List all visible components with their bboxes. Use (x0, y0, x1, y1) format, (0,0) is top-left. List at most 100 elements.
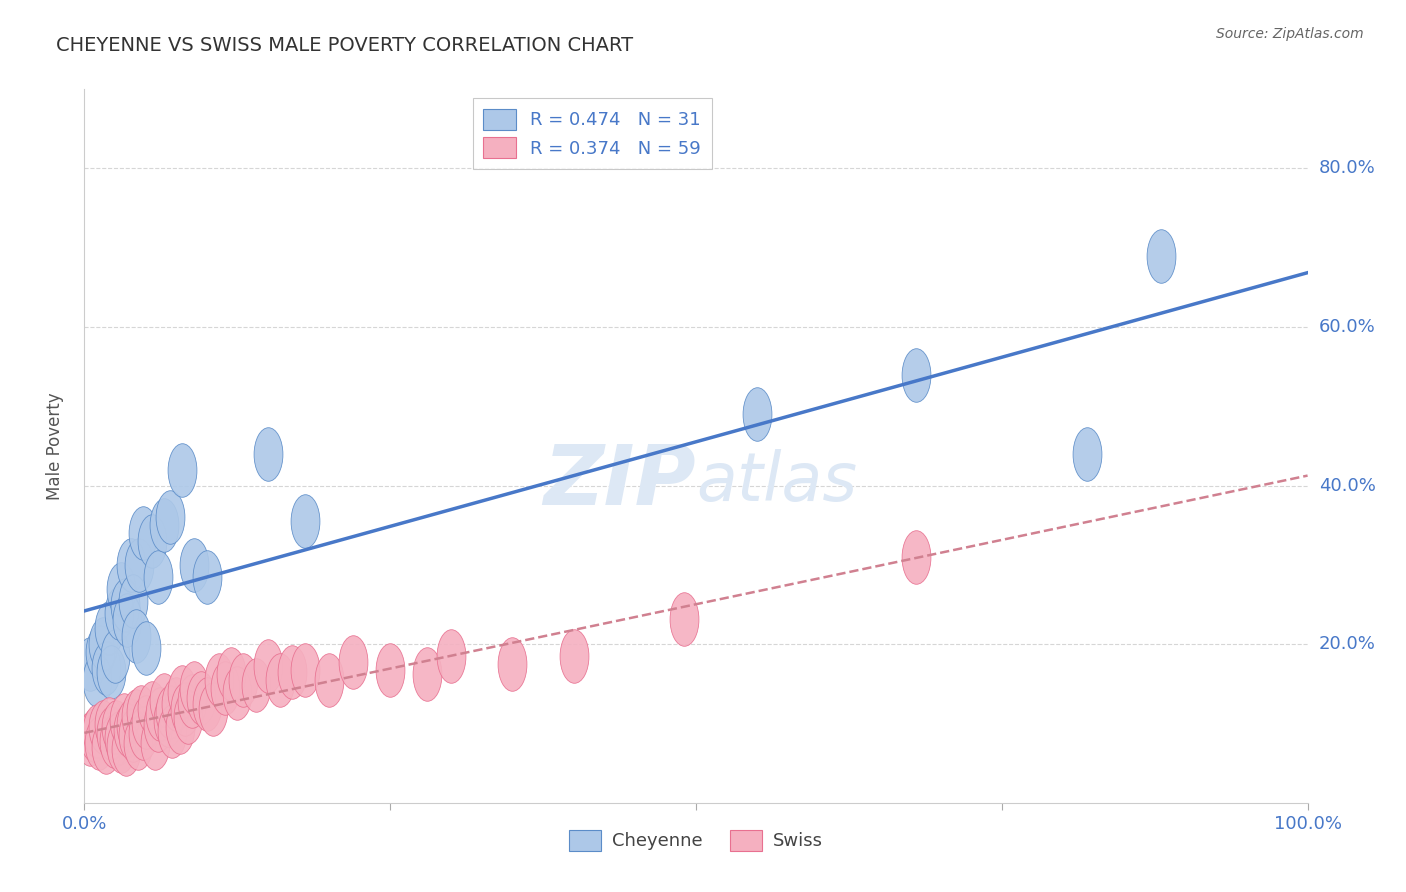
Point (100, 726, 122, 740)
Point (183, 558, 205, 572)
Point (905, 549, 928, 564)
Point (195, 697, 218, 711)
Point (104, 649, 127, 664)
Point (672, 612, 695, 626)
Point (83, 728, 105, 742)
Point (201, 702, 224, 716)
Point (135, 714, 157, 729)
Point (294, 663, 316, 677)
Point (141, 700, 163, 714)
Point (107, 731, 129, 745)
Point (173, 702, 195, 716)
Point (162, 724, 184, 739)
Text: 40.0%: 40.0% (1319, 476, 1375, 495)
Point (115, 614, 138, 628)
Point (114, 598, 136, 612)
Point (132, 526, 155, 541)
Point (245, 678, 267, 692)
Point (232, 673, 254, 687)
Point (79, 657, 101, 671)
Point (269, 673, 291, 687)
Point (342, 655, 364, 669)
Point (149, 706, 172, 721)
Text: 80.0%: 80.0% (1319, 160, 1375, 178)
Point (502, 657, 524, 671)
Point (125, 708, 148, 723)
Point (125, 629, 148, 643)
Point (257, 659, 280, 673)
Point (87, 736, 110, 750)
Point (105, 721, 128, 735)
Point (103, 734, 125, 748)
Point (190, 691, 212, 706)
Point (146, 718, 169, 732)
Point (562, 649, 585, 664)
Point (100, 665, 122, 679)
Point (129, 705, 152, 719)
Point (440, 649, 463, 664)
Point (128, 558, 150, 572)
Point (195, 570, 218, 584)
Point (89, 645, 111, 659)
Point (156, 713, 179, 727)
Point (97, 621, 120, 635)
Point (117, 723, 139, 737)
Point (165, 697, 187, 711)
Point (214, 681, 236, 695)
Point (96, 740, 118, 755)
Point (1150, 249, 1173, 263)
Point (135, 641, 157, 656)
Point (281, 665, 304, 679)
Point (905, 368, 928, 382)
Point (143, 736, 166, 750)
Point (257, 447, 280, 461)
Text: Source: ZipAtlas.com: Source: ZipAtlas.com (1216, 27, 1364, 41)
Point (132, 726, 155, 740)
Point (153, 518, 176, 533)
Point (110, 739, 132, 753)
Point (79, 732, 101, 747)
Point (122, 593, 145, 607)
Legend: Cheyenne, Swiss: Cheyenne, Swiss (561, 822, 831, 858)
Point (107, 606, 129, 620)
Point (318, 673, 340, 687)
Text: 20.0%: 20.0% (1319, 635, 1375, 653)
Point (153, 692, 176, 706)
Point (747, 407, 769, 421)
Text: ZIP: ZIP (543, 442, 696, 522)
Point (97, 716, 120, 731)
Point (183, 681, 205, 695)
Point (177, 710, 200, 724)
Point (91, 637, 114, 651)
Point (96, 661, 118, 675)
Point (172, 463, 194, 477)
Point (120, 558, 142, 572)
Point (416, 667, 439, 681)
Point (208, 673, 231, 687)
Point (86, 673, 108, 687)
Point (122, 728, 145, 742)
Point (380, 663, 402, 677)
Point (159, 510, 181, 524)
Point (112, 713, 135, 727)
Point (91, 721, 114, 735)
Point (1076, 447, 1098, 461)
Point (294, 514, 316, 528)
Point (86, 724, 108, 739)
Text: 60.0%: 60.0% (1319, 318, 1375, 336)
Y-axis label: Male Poverty: Male Poverty (45, 392, 63, 500)
Point (127, 736, 149, 750)
Point (226, 686, 249, 700)
Point (146, 570, 169, 584)
Point (169, 721, 191, 735)
Point (172, 685, 194, 699)
Point (159, 705, 181, 719)
Point (120, 718, 142, 732)
Text: CHEYENNE VS SWISS MALE POVERTY CORRELATION CHART: CHEYENNE VS SWISS MALE POVERTY CORRELATI… (56, 36, 633, 54)
Point (115, 742, 138, 756)
Point (110, 582, 132, 596)
Text: atlas: atlas (696, 449, 858, 515)
Point (219, 667, 242, 681)
Point (181, 694, 204, 708)
Point (141, 534, 163, 549)
